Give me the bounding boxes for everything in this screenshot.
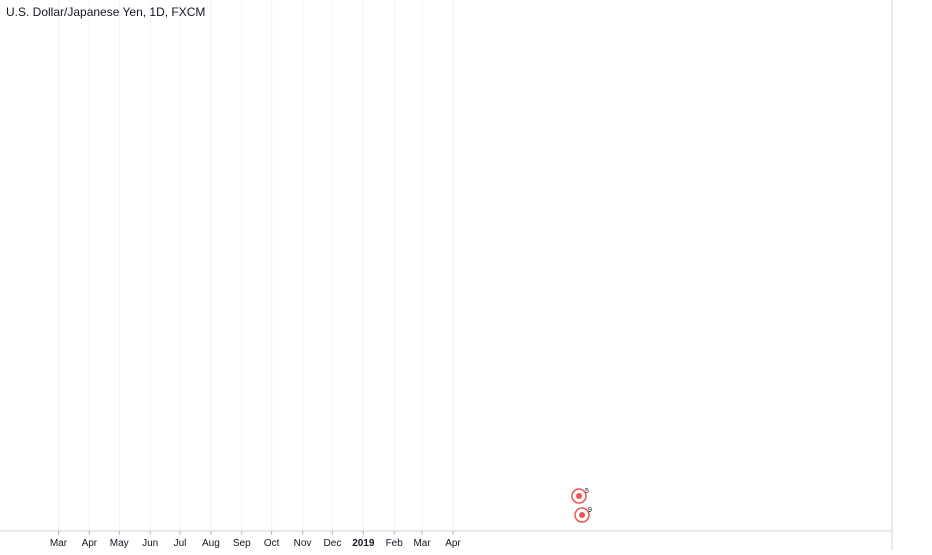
x-tick-label: May — [110, 538, 129, 549]
x-tick-label: Jun — [142, 538, 158, 549]
x-tick-label: Jul — [174, 538, 187, 549]
x-tick-label: Aug — [202, 538, 220, 549]
x-tick-label: Apr — [82, 538, 98, 549]
x-tick-label: Dec — [324, 538, 342, 549]
x-tick-label: Mar — [50, 538, 68, 549]
dividend-flag-icon[interactable]: 9 — [574, 507, 592, 523]
x-tick-label: Oct — [264, 538, 280, 549]
x-tick-label: Sep — [233, 538, 251, 549]
x-tick-label: Mar — [413, 538, 431, 549]
x-tick-label: Feb — [386, 538, 404, 549]
x-tick-label: 2019 — [352, 538, 375, 549]
svg-text:5: 5 — [585, 488, 589, 495]
chart-title: U.S. Dollar/Japanese Yen, 1D, FXCM — [6, 5, 206, 19]
svg-text:9: 9 — [588, 507, 592, 514]
earnings-flag-icon[interactable]: 5 — [571, 488, 589, 504]
x-tick-label: Nov — [294, 538, 312, 549]
x-tick-label: Apr — [445, 538, 461, 549]
